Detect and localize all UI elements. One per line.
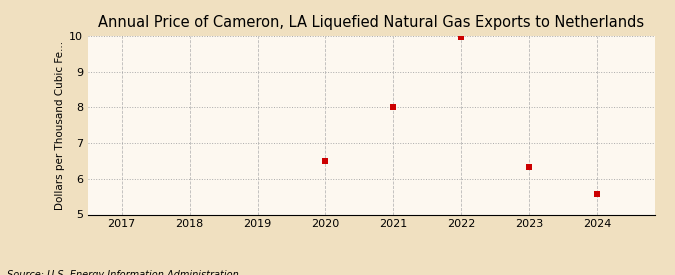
Point [591,192,602,196]
Point [524,165,535,169]
Title: Annual Price of Cameron, LA Liquefied Natural Gas Exports to Netherlands: Annual Price of Cameron, LA Liquefied Na… [98,15,645,31]
Text: Source: U.S. Energy Information Administration: Source: U.S. Energy Information Administ… [7,271,238,275]
Y-axis label: Dollars per Thousand Cubic Fe...: Dollars per Thousand Cubic Fe... [55,40,65,210]
Point [388,105,399,109]
Point [456,35,466,39]
Point [320,159,331,163]
